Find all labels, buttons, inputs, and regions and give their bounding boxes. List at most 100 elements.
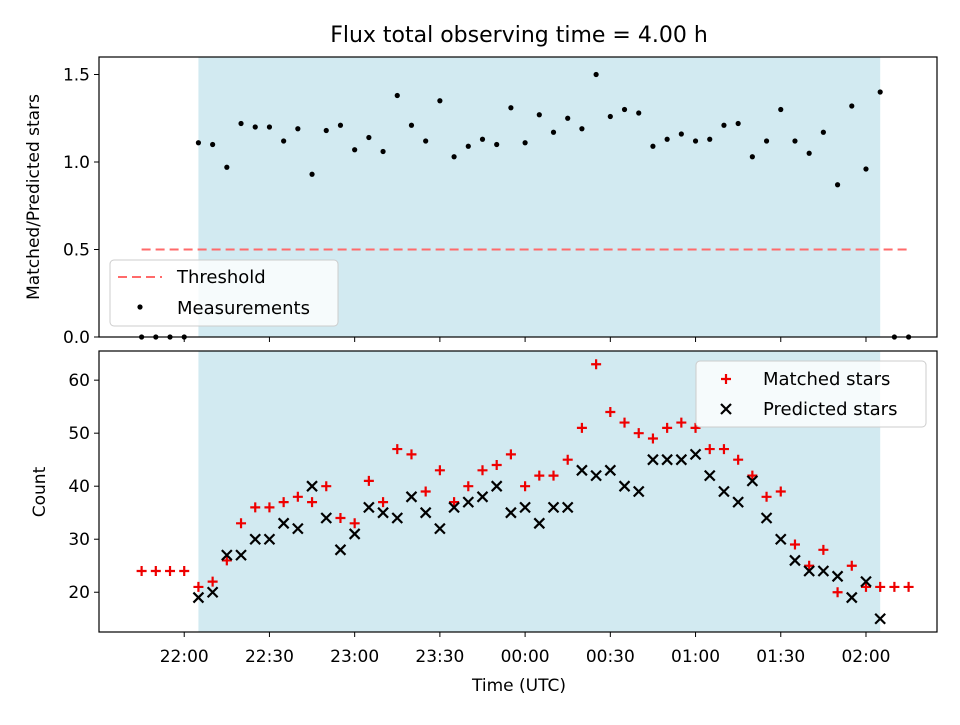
- matched-star-point: [690, 422, 701, 433]
- matched-star-point: [349, 518, 360, 529]
- matched-star-point: [307, 497, 318, 508]
- matched-star-point: [150, 566, 161, 577]
- x-tick-label: 00:00: [501, 647, 550, 667]
- matched-star-point: [378, 497, 389, 508]
- measurement-point: [565, 115, 571, 121]
- measurement-point: [579, 126, 585, 132]
- matched-star-point: [136, 566, 147, 577]
- matched-star-point: [207, 576, 218, 587]
- measurement-point: [650, 143, 656, 149]
- measurement-point: [309, 171, 315, 177]
- measurement-point: [749, 154, 755, 160]
- measurement-point: [423, 138, 429, 144]
- measurement-point: [636, 110, 642, 116]
- bottom-plot-frame: [98, 350, 938, 633]
- top-y-axis-label: Matched/Predicted stars: [24, 94, 44, 300]
- predicted-star-point: [292, 522, 304, 535]
- legend-matched-swatch: [721, 374, 731, 384]
- predicted-star-point: [419, 506, 432, 519]
- measurement-point: [451, 154, 457, 160]
- measurement-point: [295, 126, 301, 132]
- predicted-star-point: [789, 554, 801, 567]
- matched-star-point: [420, 486, 431, 497]
- predicted-star-point: [703, 469, 716, 482]
- matched-star-point: [335, 513, 346, 524]
- matched-star-point: [250, 502, 261, 513]
- predicted-star-point: [235, 549, 247, 561]
- top-y-axis: 0.0 0.5 1.0 1.5: [63, 66, 99, 348]
- measurement-point: [210, 141, 216, 148]
- legend-matched-label: Matched stars: [763, 369, 890, 390]
- measurement-point: [550, 129, 557, 135]
- predicted-star-point: [817, 565, 830, 577]
- matched-star-point: [605, 406, 616, 417]
- measurement-point: [607, 113, 613, 120]
- predicted-star-point: [647, 453, 659, 466]
- predicted-star-point: [363, 501, 375, 514]
- predicted-star-point: [263, 533, 276, 545]
- predicted-star-point: [846, 591, 858, 604]
- legend-matched-marker: [721, 374, 731, 384]
- matched-star-point: [775, 486, 786, 497]
- matched-star-point: [406, 449, 417, 460]
- predicted-star-point: [746, 475, 759, 487]
- measurement-point: [621, 106, 628, 113]
- measurement-point: [494, 141, 500, 148]
- measurement-point: [323, 127, 329, 134]
- predicted-star-point: [831, 570, 844, 583]
- legend-measurements-label: Measurements: [177, 298, 310, 319]
- predicted-star-point: [803, 565, 815, 577]
- x-tick-label: 00:30: [586, 647, 635, 667]
- predicted-star-point: [561, 501, 574, 514]
- matched-star-point: [889, 581, 900, 592]
- matched-star-point: [676, 417, 687, 428]
- top-panel: 0.0 0.5 1.0 1.5 Matched/Predicted stars Thr…: [24, 56, 938, 348]
- measurement-point: [863, 166, 869, 172]
- matched-star-point: [292, 491, 303, 502]
- matched-star-point: [278, 497, 289, 508]
- measurement-point: [352, 147, 358, 153]
- bottom-legend: Matched stars Predicted stars: [695, 360, 927, 428]
- predicted-star-point: [490, 480, 503, 492]
- matched-star-point: [789, 539, 800, 550]
- predicted-star-point: [462, 496, 475, 508]
- bottom-y-axis-label: Count: [30, 466, 50, 517]
- matched-stars-points: [136, 359, 914, 598]
- measurement-point: [721, 122, 727, 128]
- x-tick-label: 01:30: [756, 647, 805, 667]
- predicted-star-point: [391, 512, 404, 524]
- measurement-point: [778, 106, 784, 113]
- matched-star-point: [591, 359, 602, 370]
- top-legend: Threshold Measurements: [109, 259, 339, 327]
- x-tick-label: 01:00: [671, 647, 720, 667]
- predicted-star-point: [732, 496, 744, 508]
- matched-star-point: [804, 560, 815, 571]
- predicted-star-point: [192, 591, 205, 604]
- measurement-point: [508, 105, 514, 111]
- measurement-point: [281, 138, 287, 144]
- x-tick-label: 22:30: [245, 647, 294, 667]
- legend-measurements-swatch: [137, 304, 143, 310]
- matched-star-point: [704, 444, 715, 455]
- measurement-point: [536, 112, 542, 118]
- measurement-point: [394, 92, 400, 99]
- bottom-y-tick-label: 50: [68, 424, 90, 444]
- bottom-x-axis: 22:00 22:30 23:00 23:30 00:00 00:30 01:00 01:30…: [160, 632, 890, 667]
- matched-star-point: [875, 581, 886, 592]
- matched-star-point: [633, 428, 644, 439]
- predicted-star-point: [632, 485, 645, 498]
- predicted-star-point: [576, 464, 588, 477]
- bottom-panel: 20 30 40 50 60 22:00 22:30 23:00 23:30 00:00 00:3…: [30, 350, 938, 696]
- matched-star-point: [733, 454, 744, 465]
- measurement-point: [437, 98, 443, 104]
- predicted-star-point: [334, 544, 347, 556]
- measurement-point: [224, 164, 230, 170]
- matched-star-point: [505, 449, 516, 460]
- predicted-star-point: [434, 522, 446, 535]
- matched-star-point: [647, 433, 658, 444]
- predicted-star-point: [661, 453, 673, 466]
- top-legend-box: [109, 259, 339, 327]
- matched-star-point: [193, 581, 204, 592]
- matched-star-point: [718, 444, 729, 455]
